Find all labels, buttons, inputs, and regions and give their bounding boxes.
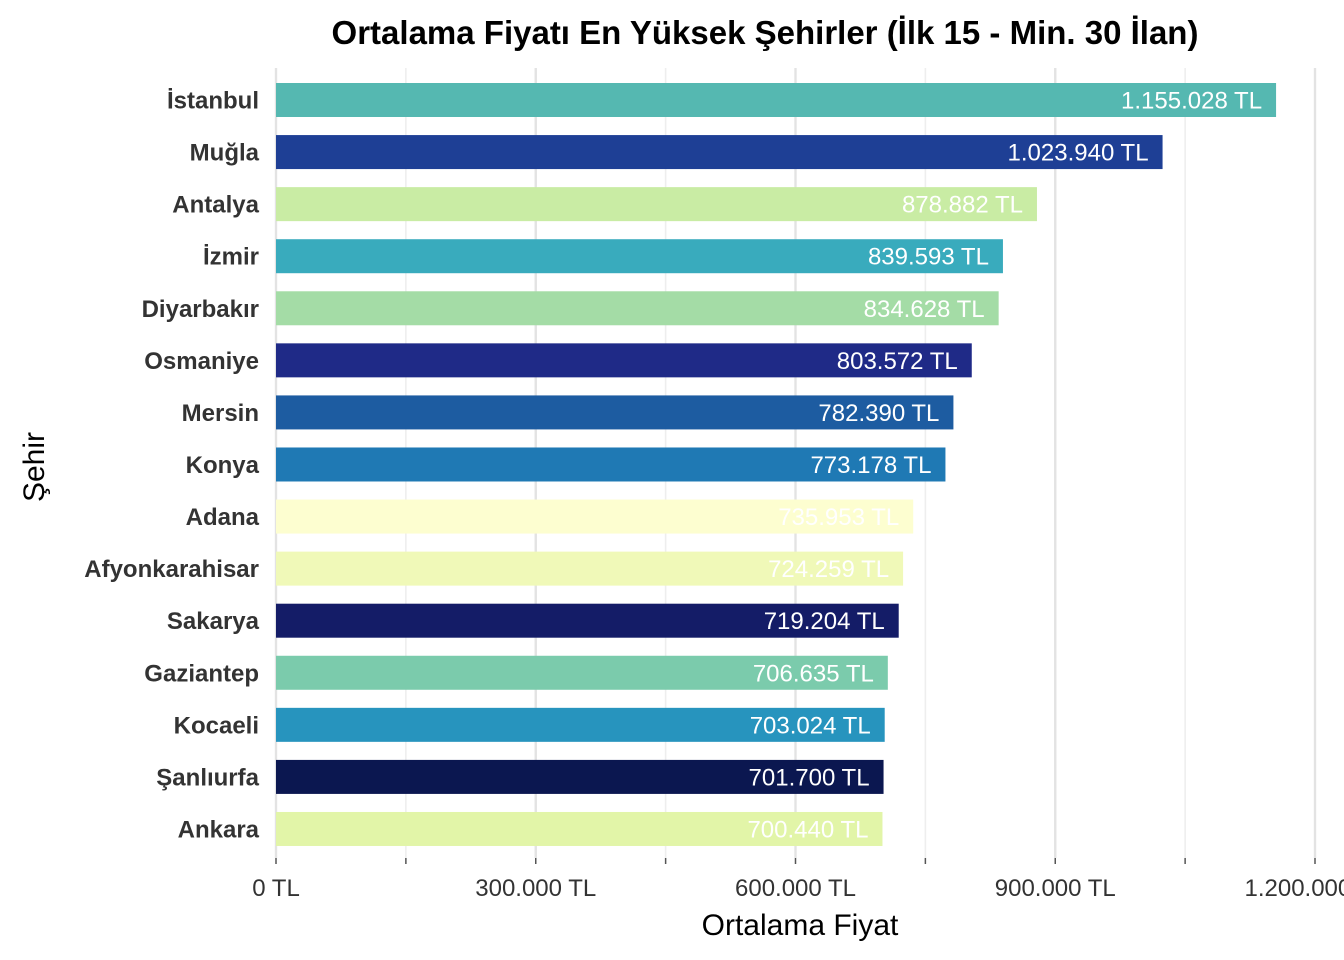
category-labels: İstanbul Muğla Antalya İzmir Diyarbakır Osman… [84, 88, 259, 844]
bar-value-label: 839.593 TL [868, 244, 989, 271]
y-axis-title: Şehir [18, 432, 51, 502]
y-category-label: Adana [186, 504, 260, 531]
y-category-label: Şanlıurfa [156, 764, 259, 791]
bar [276, 655, 888, 690]
bar-value-label: 719.204 TL [764, 608, 885, 635]
bar-value-label: 706.635 TL [753, 660, 874, 687]
bar-value-label: 1.155.028 TL [1121, 88, 1262, 115]
bar [276, 759, 884, 794]
bar-value-labels: 1.155.028 TL 1.023.940 TL 878.882 TL 839.59… [747, 88, 1262, 844]
bar [276, 239, 1003, 274]
y-category-label: Muğla [190, 140, 260, 167]
bar-value-label: 735.953 TL [778, 504, 899, 531]
bar [276, 83, 1277, 117]
y-category-label: Sakarya [167, 608, 260, 635]
y-category-label: Antalya [172, 192, 259, 219]
x-tick-label: 600.000 TL [735, 875, 856, 902]
bar [276, 551, 904, 586]
bar [276, 135, 1163, 170]
bar [276, 187, 1037, 222]
bar [276, 395, 954, 430]
y-category-label: Gaziantep [144, 660, 259, 687]
y-category-label: Ankara [178, 816, 260, 843]
y-category-label: Mersin [182, 400, 259, 427]
bar [276, 343, 972, 378]
y-category-label: İstanbul [167, 88, 259, 115]
bar [276, 499, 914, 534]
x-tick-label: 900.000 TL [995, 875, 1116, 902]
bar-value-label: 773.178 TL [810, 452, 931, 479]
y-category-label: Osmaniye [144, 348, 259, 375]
bar-value-label: 700.440 TL [747, 816, 868, 843]
y-category-label: Afyonkarahisar [84, 556, 259, 583]
bar-value-label: 834.628 TL [864, 296, 985, 323]
x-axis-ticks: 0 TL 300.000 TL 600.000 TL 900.000 TL 1.200.… [252, 858, 1344, 902]
bars [276, 83, 1277, 846]
bar-value-label: 782.390 TL [818, 400, 939, 427]
bar-value-label: 724.259 TL [768, 556, 889, 583]
x-tick-label: 0 TL [252, 875, 300, 902]
bar [276, 707, 885, 742]
bar [276, 811, 883, 846]
x-tick-label: 1.200.000 TL [1244, 875, 1344, 902]
bar-value-label: 803.572 TL [837, 348, 958, 375]
bar-value-label: 701.700 TL [749, 764, 870, 791]
y-category-label: İzmir [203, 244, 259, 271]
bar [276, 447, 946, 482]
chart-title: Ortalama Fiyatı En Yüksek Şehirler (İlk … [332, 14, 1199, 51]
bar-value-label: 878.882 TL [902, 192, 1023, 219]
bar [276, 603, 899, 638]
bar-value-label: 703.024 TL [750, 712, 871, 739]
x-tick-label: 300.000 TL [475, 875, 596, 902]
y-category-label: Kocaeli [174, 712, 259, 739]
x-axis-title: Ortalama Fiyat [702, 909, 899, 942]
y-category-label: Konya [186, 452, 260, 479]
bar [276, 291, 999, 326]
y-category-label: Diyarbakır [142, 296, 259, 323]
bar-value-label: 1.023.940 TL [1008, 140, 1149, 167]
